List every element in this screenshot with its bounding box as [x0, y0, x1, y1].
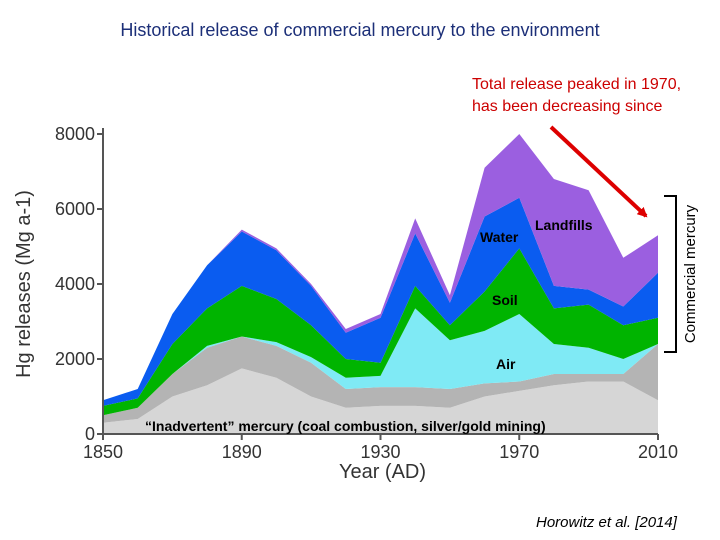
y-tick-label: 8000	[55, 124, 95, 144]
y-axis-label: Hg releases (Mg a-1)	[13, 190, 35, 378]
x-tick-label: 1970	[499, 442, 539, 462]
x-tick-label: 1850	[83, 442, 123, 462]
x-tick-label: 2010	[638, 442, 678, 462]
landfills-label: Landfills	[535, 217, 593, 233]
y-tick-label: 0	[85, 424, 95, 444]
area-layer-4	[103, 197, 658, 406]
commercial-bracket	[664, 195, 677, 353]
chart-title: Historical release of commercial mercury…	[120, 20, 600, 40]
x-tick-label: 1890	[222, 442, 262, 462]
air-label: Air	[496, 356, 516, 372]
water-label: Water	[480, 229, 519, 245]
peak-annotation-line1: Total release peaked in 1970,	[472, 76, 682, 93]
area-layer-5	[103, 134, 658, 401]
peak-annotation-line2: has been decreasing since	[472, 98, 663, 115]
y-tick-label: 2000	[55, 349, 95, 369]
inadvertent-label: “Inadvertent” mercury (coal combustion, …	[145, 418, 546, 434]
y-tick-label: 6000	[55, 199, 95, 219]
y-tick-label: 4000	[55, 274, 95, 294]
citation: Horowitz et al. [2014]	[536, 514, 677, 531]
soil-label: Soil	[492, 292, 518, 308]
commercial-mercury-label: Commercial mercury	[682, 204, 699, 343]
x-axis-label: Year (AD)	[339, 461, 426, 483]
area-layer-0	[103, 368, 658, 434]
area-layer-1	[103, 336, 658, 423]
x-tick-label: 1930	[360, 442, 400, 462]
peak-annotation: Total release peaked in 1970, has been d…	[472, 74, 681, 118]
trend-arrow	[549, 125, 648, 218]
area-layer-3	[103, 248, 658, 416]
area-layer-2	[103, 308, 658, 416]
